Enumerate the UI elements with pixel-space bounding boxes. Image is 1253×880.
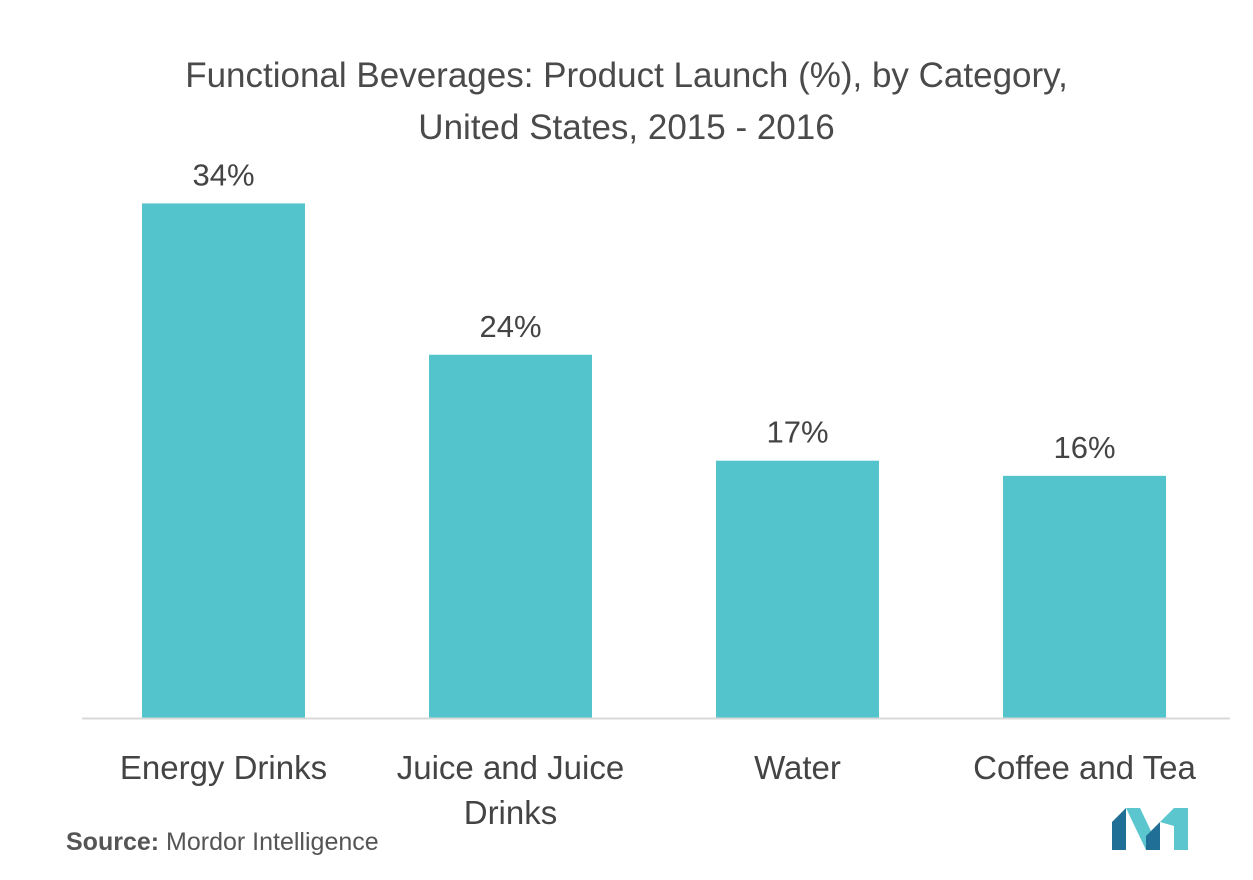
bar-1 <box>429 354 592 718</box>
category-label-1: Juice and Juice Drinks <box>397 749 624 831</box>
bar-value-label-2: 17% <box>766 415 828 450</box>
bar-3 <box>1003 475 1166 718</box>
source-label: Source: <box>66 828 160 856</box>
mordor-intelligence-logo-icon <box>1112 808 1188 850</box>
bar-2 <box>716 460 879 718</box>
bar-value-label-3: 16% <box>1053 430 1115 465</box>
chart-title-line-2: United States, 2015 - 2016 <box>418 108 835 147</box>
category-label-2: Water <box>754 749 841 786</box>
category-label-0: Energy Drinks <box>120 749 327 786</box>
source-text: Mordor Intelligence <box>166 828 379 856</box>
bar-0 <box>142 203 305 719</box>
category-label-3: Coffee and Tea <box>973 749 1196 786</box>
bar-value-label-1: 24% <box>479 309 541 344</box>
source-note: Source: Mordor Intelligence <box>66 828 379 857</box>
bar-value-label-0: 34% <box>192 157 254 192</box>
chart-title-line-1: Functional Beverages: Product Launch (%)… <box>185 56 1068 95</box>
chart-title: Functional Beverages: Product Launch (%)… <box>0 50 1253 154</box>
